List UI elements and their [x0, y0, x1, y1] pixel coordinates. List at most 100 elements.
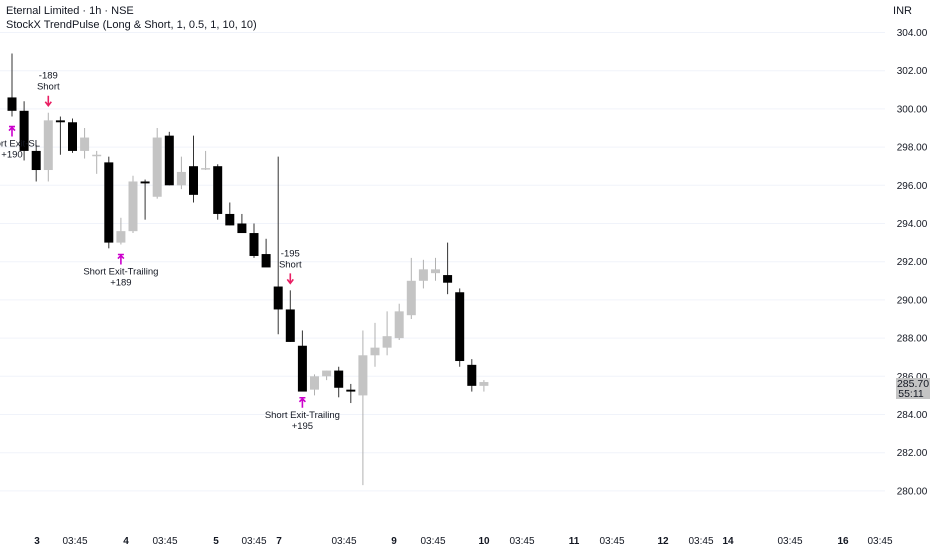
time-tick-label: 03:45	[867, 536, 892, 547]
candle	[80, 128, 90, 159]
candle	[334, 366, 344, 398]
candle-body	[358, 355, 368, 396]
time-tick-label: 03:45	[62, 536, 87, 547]
time-tick-label: 14	[722, 536, 734, 547]
last-price-value: 285.70	[897, 378, 929, 390]
price-axis[interactable]: 304.00 302.00 300.00 298.00 296.00 294.00 292.…	[897, 28, 928, 497]
time-tick-label: 03:45	[331, 536, 356, 547]
candle	[19, 101, 29, 161]
candle-body	[418, 269, 428, 281]
candle	[249, 223, 259, 258]
time-tick-label: 03:45	[777, 536, 802, 547]
price-tick-label: 290.00	[897, 295, 928, 306]
exit-marker-icon	[298, 396, 306, 408]
entry-pnl-label: -195	[281, 248, 300, 259]
exit-pnl-label: +190	[1, 150, 22, 161]
candle-body	[443, 275, 453, 283]
time-tick-label: 5	[213, 536, 219, 547]
candle-body	[68, 122, 77, 151]
countdown-value: 55:11	[898, 388, 924, 400]
candle	[128, 175, 138, 234]
time-tick-label: 03:45	[420, 536, 445, 547]
exit-reason-label: Short Exit-Trailing	[265, 410, 340, 421]
candle	[443, 242, 453, 295]
candle-body	[382, 336, 392, 348]
chart-legend: Eternal Limited · 1h · NSE StockX TrendP…	[6, 4, 257, 32]
short-arrow-icon	[44, 95, 52, 108]
candle	[479, 380, 489, 392]
candle	[225, 202, 235, 226]
candle	[31, 145, 41, 182]
candle	[346, 383, 356, 404]
grid-lines	[0, 32, 885, 492]
candle	[310, 374, 319, 396]
price-tick-label: 296.00	[897, 181, 928, 192]
candle	[237, 213, 247, 234]
candle-body	[128, 181, 138, 232]
time-tick-label: 03:45	[599, 536, 624, 547]
candle	[394, 303, 404, 341]
price-tick-label: 286.00	[897, 372, 928, 383]
symbol-title[interactable]: Eternal Limited · 1h · NSE	[6, 5, 134, 17]
candle	[285, 290, 295, 342]
indicator-title[interactable]: StockX TrendPulse (Long & Short, 1, 0.5,…	[6, 19, 257, 31]
entry-side-label: Short	[37, 82, 60, 93]
candle	[152, 128, 162, 199]
candle-body	[19, 110, 29, 151]
exit-pnl-label: +189	[110, 278, 131, 289]
candle	[322, 370, 332, 381]
candle-body	[7, 97, 17, 111]
exit-marker-icon	[8, 125, 16, 137]
candle-body	[152, 137, 162, 197]
candle-body	[370, 347, 380, 356]
last-price-badge: 285.70 55:11	[896, 378, 930, 400]
candle-body	[43, 120, 53, 171]
candle	[116, 217, 126, 245]
candle-body	[176, 171, 186, 186]
candle-body	[431, 269, 440, 274]
price-tick-label: 302.00	[897, 66, 928, 77]
candle-body	[92, 154, 102, 157]
price-tick-label: 292.00	[897, 257, 928, 268]
candle	[201, 150, 211, 171]
candle	[213, 164, 223, 220]
entry-pnl-label: -189	[39, 71, 58, 82]
candle-body	[104, 162, 114, 243]
candle-body	[322, 370, 332, 377]
time-tick-label: 10	[478, 536, 490, 547]
candle	[297, 330, 307, 392]
candle	[406, 257, 416, 319]
candle	[55, 116, 65, 155]
candle	[358, 330, 368, 486]
time-tick-label: 4	[123, 536, 129, 547]
time-tick-label: 16	[837, 536, 849, 547]
time-tick-label: 3	[34, 536, 40, 547]
currency-label: INR	[893, 5, 912, 17]
candle	[418, 259, 428, 289]
candle-body	[249, 233, 259, 256]
price-tick-label: 298.00	[897, 143, 928, 154]
time-tick-label: 12	[657, 536, 669, 547]
candle	[68, 118, 77, 153]
candle-body	[455, 292, 465, 362]
price-tick-label: 280.00	[897, 486, 928, 497]
time-tick-label: 7	[276, 536, 282, 547]
candle-body	[273, 286, 283, 310]
time-axis[interactable]: 3 03:45 4 03:45 5 03:45 7 03:45 9 03:45 10 03:45 11 0…	[34, 536, 893, 547]
candle-body	[189, 166, 198, 195]
candle	[189, 135, 198, 203]
time-tick-label: 03:45	[152, 536, 177, 547]
candle-body	[394, 311, 404, 339]
candle	[7, 53, 17, 117]
candle	[261, 238, 271, 268]
candle-body	[406, 280, 416, 316]
time-tick-label: 11	[569, 536, 580, 547]
price-tick-label: 284.00	[897, 410, 928, 421]
price-tick-label: 294.00	[897, 219, 928, 230]
candle	[104, 156, 114, 249]
price-tick-label: 304.00	[897, 28, 928, 39]
candle-body	[467, 364, 477, 386]
price-tick-label: 288.00	[897, 334, 928, 345]
entry-side-label: Short	[279, 259, 302, 270]
